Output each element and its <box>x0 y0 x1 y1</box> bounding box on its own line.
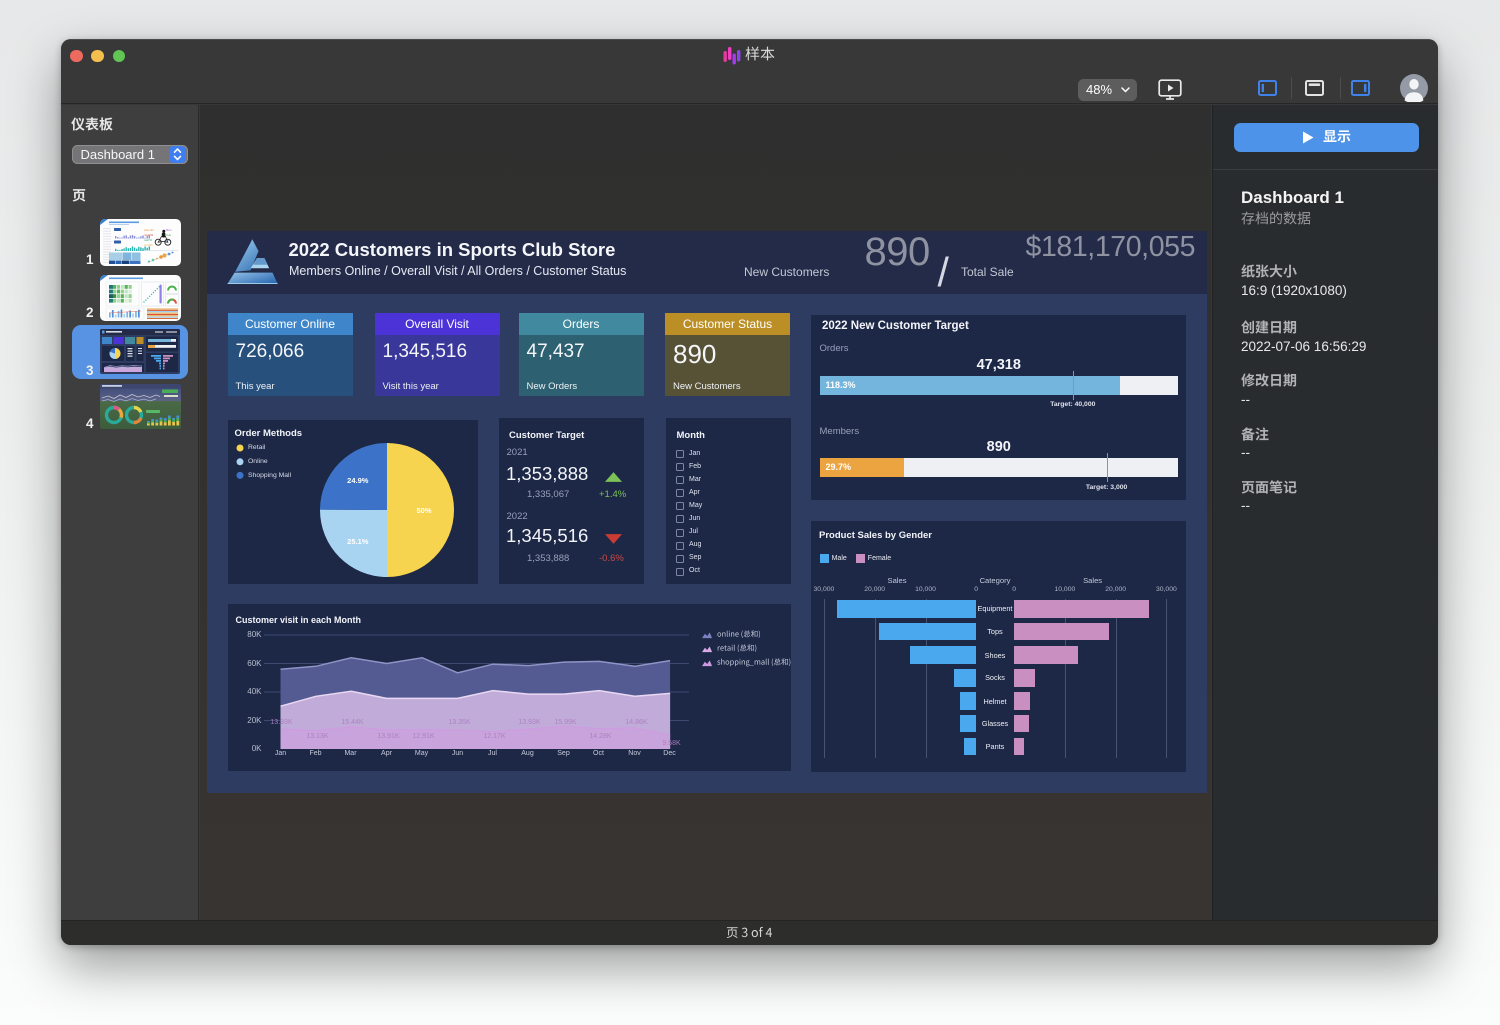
svg-text:Mem: Mem <box>166 228 172 232</box>
svg-text:Year: Year <box>166 233 171 237</box>
svg-text:onl 390: onl 390 <box>144 243 153 247</box>
svg-text:mall 51: mall 51 <box>144 238 153 242</box>
svg-text:Cls: Cls <box>166 238 170 242</box>
svg-text:retail 84: retail 84 <box>144 233 154 237</box>
svg-text:sale 223: sale 223 <box>144 228 154 232</box>
